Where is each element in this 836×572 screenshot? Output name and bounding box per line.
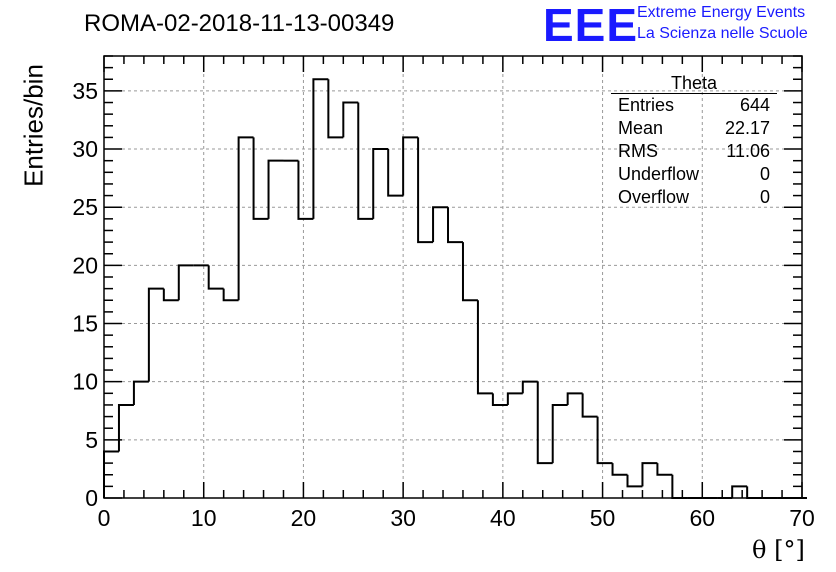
stats-row: Underflow 0	[611, 163, 777, 186]
stats-value: 11.06	[726, 141, 770, 161]
histogram-bin	[461, 242, 478, 302]
stats-label: Underflow	[618, 164, 700, 184]
histogram-bin	[491, 393, 508, 406]
stats-box: Theta Entries 644 Mean 22.17 RMS 11.06 Unde…	[611, 74, 777, 209]
histogram-bin	[267, 159, 284, 219]
histogram-bin	[297, 160, 314, 220]
y-tick-label: 25	[72, 194, 98, 220]
histogram-bin	[596, 416, 613, 465]
histogram-bin	[626, 474, 643, 488]
logo-line-2: La Scienza nelle Scuole	[637, 25, 808, 42]
x-tick-label: 50	[590, 505, 616, 531]
stats-value: 644	[739, 95, 770, 115]
eee-logo: EEE	[543, 0, 639, 51]
histogram-bin	[117, 403, 134, 452]
stats-row: Overflow 0	[611, 186, 777, 209]
stats-row: Mean 22.17	[611, 117, 777, 140]
tick-labels: 0 10 20 30 40 50 60 70 0 5 10 15 20 25 30 35	[72, 78, 814, 531]
x-tick-label: 20	[291, 505, 317, 531]
x-tick-label: 10	[191, 505, 217, 531]
chart-title: ROMA-02-2018-11-13-00349	[84, 10, 395, 37]
histogram-bin	[237, 136, 254, 301]
stats-value: 0	[759, 187, 770, 207]
histogram-bin	[521, 380, 538, 394]
histogram-bin	[432, 206, 449, 243]
histogram-bin	[656, 463, 673, 476]
stats-row: Entries 644	[611, 94, 777, 117]
histogram-bin	[342, 101, 359, 138]
histogram-bin	[387, 149, 404, 197]
histogram-bin	[372, 148, 389, 219]
stats-value: 0	[759, 164, 770, 184]
histogram-bin	[327, 79, 344, 139]
stats-label: Overflow	[618, 187, 690, 207]
histogram-bin	[746, 486, 763, 499]
y-tick-label: 30	[72, 136, 98, 162]
y-axis-label-text: Entries/bin	[18, 64, 49, 187]
histogram-bin	[177, 264, 194, 301]
stats-name: Theta	[611, 74, 777, 94]
y-tick-label: 10	[72, 369, 98, 395]
histogram-bin	[147, 287, 164, 382]
stats-label: Entries	[618, 95, 675, 115]
y-tick-label: 20	[72, 252, 98, 278]
stats-label: Mean	[618, 118, 664, 138]
histogram-bin	[671, 474, 688, 499]
x-axis-label: θ [°]	[752, 536, 805, 564]
grid-lines	[104, 56, 802, 498]
x-tick-label: 30	[390, 505, 416, 531]
histogram-bin	[162, 288, 179, 302]
y-tick-label: 35	[72, 78, 98, 104]
stats-label: RMS	[618, 141, 658, 161]
histogram-bin	[611, 463, 628, 476]
y-tick-label: 15	[72, 311, 98, 337]
histogram-bin	[476, 300, 493, 395]
histogram-bin	[551, 403, 568, 464]
histogram-bin	[417, 137, 434, 244]
y-tick-label: 0	[85, 485, 98, 511]
histogram-bin	[536, 381, 553, 465]
histogram-bin	[222, 288, 239, 302]
histogram-bin	[132, 380, 149, 405]
axis-ticks	[103, 55, 803, 499]
histogram-bin	[207, 265, 224, 290]
histogram-bin	[402, 136, 419, 196]
x-tick-label: 40	[490, 505, 516, 531]
histogram-bars	[103, 78, 807, 499]
histogram-bin	[641, 462, 658, 487]
x-tick-label: 0	[98, 505, 111, 531]
histogram-bin	[252, 137, 269, 220]
histogram-bin	[312, 78, 329, 219]
logo-line-1: Extreme Energy Events	[637, 4, 806, 21]
histogram-bin	[581, 393, 598, 418]
histogram-bin	[731, 485, 748, 498]
x-tick-label: 70	[789, 505, 815, 531]
histogram-bin	[357, 102, 374, 220]
histogram-bin	[447, 207, 463, 244]
y-tick-label: 5	[85, 427, 98, 453]
x-tick-label: 60	[689, 505, 715, 531]
histogram-bin	[566, 392, 583, 405]
histogram-bin	[506, 392, 523, 405]
stats-row: RMS 11.06	[611, 140, 777, 163]
stats-value: 22.17	[724, 118, 770, 138]
